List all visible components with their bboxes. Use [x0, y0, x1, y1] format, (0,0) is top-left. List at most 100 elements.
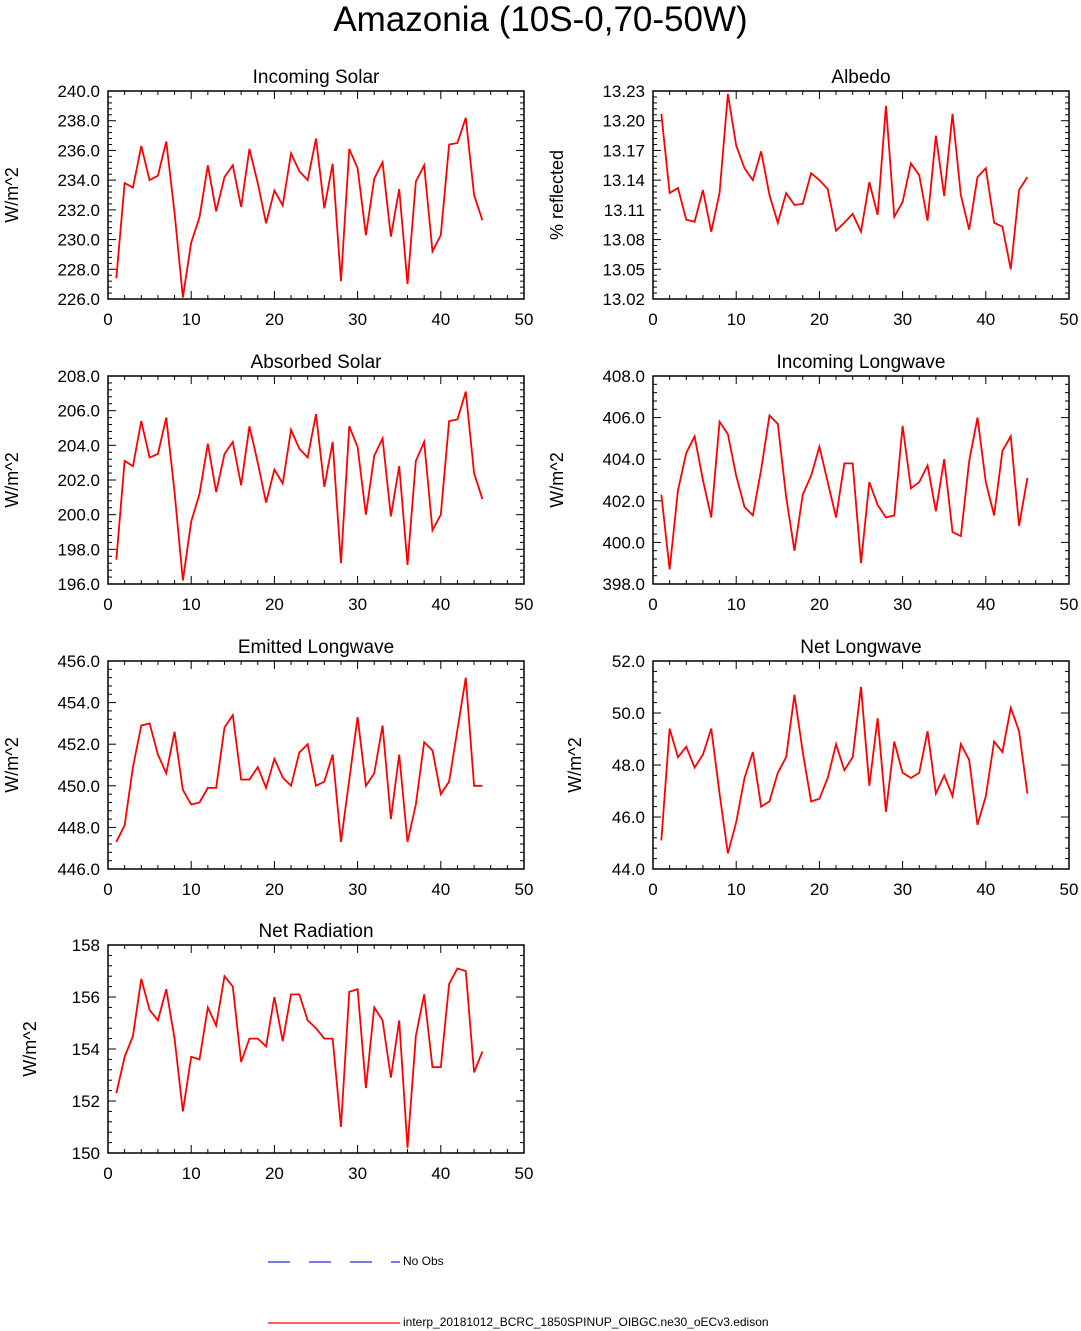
- incoming-solar-xtick-label: 30: [348, 310, 367, 329]
- albedo-ytick-label: 13.20: [602, 112, 645, 131]
- incoming-solar-ytick-label: 236.0: [57, 141, 100, 160]
- incoming-longwave-xtick-label: 20: [810, 595, 829, 614]
- incoming-solar-ytick-label: 238.0: [57, 112, 100, 131]
- panel-net-longwave: 0 10 20 30 40 50 44.0 46.0 48.0 50.0 52.0 Net Longw…: [565, 637, 1078, 899]
- albedo-ylabel: % reflected: [547, 150, 567, 240]
- incoming-solar-xtick-label: 40: [431, 310, 450, 329]
- incoming-solar-xtick-label: 20: [265, 310, 284, 329]
- albedo-ytick-label: 13.14: [602, 171, 645, 190]
- incoming-longwave-ytick-label: 400.0: [602, 533, 645, 552]
- incoming-solar-ytick-label: 230.0: [57, 231, 100, 250]
- incoming-solar-title: Incoming Solar: [253, 67, 380, 88]
- incoming-longwave-xtick-label: 0: [648, 595, 657, 614]
- absorbed-solar-xtick-label: 10: [182, 595, 201, 614]
- albedo-xtick-label: 0: [648, 310, 657, 329]
- absorbed-solar-ytick-label: 206.0: [57, 402, 100, 421]
- emitted-longwave-ytick-label: 450.0: [57, 777, 100, 796]
- emitted-longwave-series-line: [115, 677, 483, 843]
- emitted-longwave-xtick-label: 30: [348, 880, 367, 899]
- incoming-longwave-ytick-label: 404.0: [602, 450, 645, 469]
- absorbed-solar-xtick-label: 20: [265, 595, 284, 614]
- emitted-longwave-ytick-label: 456.0: [57, 652, 100, 671]
- absorbed-solar-xtick-label: 40: [431, 595, 450, 614]
- incoming-solar-ytick-label: 232.0: [57, 201, 100, 220]
- albedo-ytick-label: 13.11: [604, 201, 645, 220]
- emitted-longwave-title: Emitted Longwave: [238, 637, 394, 658]
- net-radiation-ytick-label: 158: [72, 936, 100, 955]
- net-radiation-xtick-label: 20: [265, 1164, 284, 1183]
- emitted-longwave-xtick-label: 40: [431, 880, 450, 899]
- legend-model-label: interp_20181012_BCRC_1850SPINUP_OIBGC.ne…: [403, 1315, 769, 1329]
- net-longwave-title: Net Longwave: [800, 637, 921, 658]
- net-radiation-ytick-label: 156: [72, 988, 100, 1007]
- incoming-solar-ytick-label: 240.0: [57, 82, 100, 101]
- panel-emitted-longwave: 0 10 20 30 40 50 446.0 448.0 450.0 452.0 454.0 456.…: [2, 637, 533, 899]
- incoming-longwave-xtick-label: 50: [1060, 595, 1079, 614]
- absorbed-solar-title: Absorbed Solar: [251, 352, 383, 373]
- net-longwave-ytick-label: 50.0: [612, 704, 645, 723]
- albedo-title: Albedo: [831, 67, 890, 88]
- net-longwave-ytick-label: 52.0: [612, 652, 645, 671]
- emitted-longwave-xtick-label: 10: [182, 880, 201, 899]
- incoming-longwave-xtick-label: 40: [976, 595, 995, 614]
- absorbed-solar-ytick-label: 196.0: [57, 575, 100, 594]
- net-radiation-xtick-label: 30: [348, 1164, 367, 1183]
- albedo-ytick-label: 13.02: [602, 290, 645, 309]
- net-longwave-xtick-label: 40: [976, 880, 995, 899]
- emitted-longwave-ytick-label: 454.0: [57, 694, 100, 713]
- emitted-longwave-ylabel: W/m^2: [2, 737, 22, 792]
- net-longwave-ytick-label: 44.0: [612, 860, 645, 879]
- incoming-longwave-ylabel: W/m^2: [547, 452, 567, 507]
- albedo-xtick-label: 20: [810, 310, 829, 329]
- emitted-longwave-ytick-label: 448.0: [57, 818, 100, 837]
- panel-net-radiation: 0 10 20 30 40 50 150 152 154 156 158 Net Radiation W…: [20, 921, 533, 1183]
- incoming-longwave-series-line: [660, 413, 1029, 570]
- emitted-longwave-ytick-label: 452.0: [57, 735, 100, 754]
- incoming-longwave-ytick-label: 408.0: [602, 367, 645, 386]
- albedo-xtick-label: 30: [893, 310, 912, 329]
- incoming-longwave-ytick-label: 406.0: [602, 409, 645, 428]
- absorbed-solar-ytick-label: 204.0: [57, 436, 100, 455]
- incoming-solar-ytick-label: 226.0: [57, 290, 100, 309]
- net-radiation-ytick-label: 152: [72, 1092, 100, 1111]
- albedo-ytick-label: 13.17: [602, 141, 645, 160]
- albedo-frame: [652, 90, 1070, 300]
- absorbed-solar-ytick-label: 208.0: [57, 367, 100, 386]
- absorbed-solar-ytick-label: 198.0: [57, 540, 100, 559]
- absorbed-solar-xtick-label: 0: [103, 595, 112, 614]
- net-longwave-xtick-label: 10: [727, 880, 746, 899]
- net-longwave-series-line: [660, 686, 1029, 854]
- net-radiation-ytick-label: 154: [72, 1040, 100, 1059]
- panel-albedo: 0 10 20 30 40 50 13.02 13.05 13.08 13.11 13.14 13.1…: [547, 67, 1078, 329]
- panel-incoming-longwave: 0 10 20 30 40 50 398.0 400.0 402.0 404.0 406.0 408.…: [547, 352, 1078, 614]
- albedo-ytick-label: 13.08: [602, 231, 645, 250]
- incoming-solar-ytick-label: 228.0: [57, 260, 100, 279]
- net-radiation-xtick-label: 40: [431, 1164, 450, 1183]
- albedo-xtick-label: 10: [727, 310, 746, 329]
- emitted-longwave-xtick-label: 0: [103, 880, 112, 899]
- absorbed-solar-ytick-label: 200.0: [57, 506, 100, 525]
- net-radiation-title: Net Radiation: [258, 921, 373, 942]
- emitted-longwave-xtick-label: 50: [515, 880, 534, 899]
- net-longwave-ytick-label: 46.0: [612, 808, 645, 827]
- emitted-longwave-xtick-label: 20: [265, 880, 284, 899]
- incoming-longwave-ytick-label: 402.0: [602, 492, 645, 511]
- net-radiation-ylabel: W/m^2: [20, 1021, 40, 1076]
- absorbed-solar-series-line: [115, 391, 484, 581]
- emitted-longwave-frame: [107, 660, 525, 870]
- net-radiation-xtick-label: 10: [182, 1164, 201, 1183]
- panel-absorbed-solar: 0 10 20 30 40 50 196.0 198.0 200.0 202.0 204.0 206.…: [2, 352, 533, 614]
- incoming-solar-series-line: [115, 117, 484, 298]
- absorbed-solar-ytick-label: 202.0: [57, 471, 100, 490]
- incoming-solar-xtick-label: 50: [515, 310, 534, 329]
- incoming-solar-xtick-label: 10: [182, 310, 201, 329]
- net-longwave-xtick-label: 20: [810, 880, 829, 899]
- incoming-longwave-ytick-label: 398.0: [602, 575, 645, 594]
- incoming-longwave-xtick-label: 30: [893, 595, 912, 614]
- net-radiation-xtick-label: 0: [103, 1164, 112, 1183]
- net-radiation-frame: [107, 944, 525, 1154]
- absorbed-solar-ylabel: W/m^2: [2, 452, 22, 507]
- net-longwave-ytick-label: 48.0: [612, 756, 645, 775]
- incoming-solar-xtick-label: 0: [103, 310, 112, 329]
